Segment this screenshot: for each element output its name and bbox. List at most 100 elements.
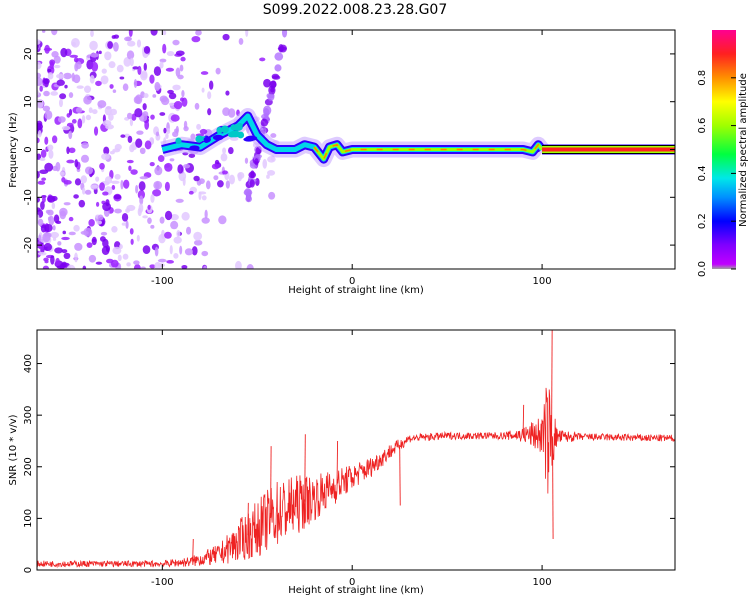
spectrogram-y-label: Frequency (Hz): [8, 112, 19, 188]
spectrogram-noise-blob: [172, 131, 179, 138]
spectrogram-noise-blob: [122, 83, 129, 91]
spectrogram-noise-blob: [37, 61, 42, 70]
spectrogram-noise-blob: [39, 85, 43, 92]
spectrogram-noise-blob: [68, 147, 76, 154]
spectrogram-noise-blob: [66, 146, 70, 155]
spectrogram-noise-blob: [49, 59, 56, 66]
spectrogram-noise-blob: [169, 102, 175, 106]
spectrogram-noise-blob: [83, 227, 93, 237]
spectrogram-noise-blob: [228, 174, 235, 185]
spectrogram-noise-blob: [139, 147, 146, 155]
spectrogram-noise-blob: [147, 217, 152, 224]
spectrogram-noise-blob: [51, 202, 56, 210]
spectrogram-noise-blob: [205, 180, 211, 190]
spectrogram-noise-blob: [86, 242, 93, 249]
spectrogram-noise-blob: [95, 176, 100, 182]
spectrogram-noise-blob: [165, 133, 169, 140]
spectrogram-noise-blob: [218, 215, 227, 225]
spectrogram-noise-blob: [56, 265, 66, 269]
colorbar-tick-label: 0.4: [697, 165, 708, 181]
spectrogram-noise-blob: [193, 239, 203, 246]
spectrogram-noise-blob: [110, 108, 118, 116]
spectrogram-noise-blob: [59, 93, 67, 100]
spectrogram-noise-blob: [37, 137, 40, 144]
spectrogram-noise-blob: [126, 112, 133, 120]
spectrogram-noise-blob: [133, 79, 138, 88]
spectrogram-noise-blob: [267, 170, 276, 176]
spectrogram-ytick-label: 20: [23, 48, 34, 61]
spectrogram-noise-blob: [42, 196, 46, 203]
spectrogram-noise-blob: [183, 125, 189, 132]
spectrogram-noise-blob: [270, 133, 277, 138]
spectrogram-noise-blob: [220, 153, 228, 162]
spectrogram-noise-blob: [139, 195, 144, 206]
spectrogram-noise-blob: [159, 61, 164, 69]
spectrogram-noise-blob: [50, 91, 59, 96]
spectrogram-noise-blob: [126, 262, 131, 267]
snr-ytick-label: 300: [23, 406, 34, 425]
spectrogram-noise-blob: [42, 105, 51, 112]
spectrogram-noise-blob: [107, 41, 113, 49]
spectrogram-noise-blob: [164, 181, 170, 192]
spectrogram-noise-blob: [100, 231, 108, 236]
spectrogram-noise-blob: [175, 50, 185, 56]
spectrogram-noise-blob: [126, 36, 131, 42]
spectrogram-noise-blob: [82, 265, 87, 269]
spectrogram-noise-blob: [101, 68, 107, 74]
spectrogram-noise-blob: [95, 201, 100, 207]
colorbar-label: Normalized spectral amplitude: [738, 73, 749, 227]
spectrogram-trace-blob: [203, 136, 211, 143]
spectrogram-noise-blob: [129, 57, 134, 67]
spectrogram-ytick-label: 0: [23, 146, 34, 152]
spectrogram-noise-blob: [198, 178, 205, 185]
spectrogram-noise-blob: [194, 102, 200, 110]
spectrogram-noise-blob: [120, 134, 126, 138]
spectrogram-noise-blob: [71, 72, 75, 82]
spectrogram-noise-blob: [84, 166, 94, 175]
spectrogram-noise-blob: [169, 245, 173, 255]
spectrogram-noise-blob: [170, 213, 179, 221]
spectrogram-trace-blob: [189, 145, 200, 151]
spectrogram-noise-blob: [177, 164, 184, 174]
spectrogram-noise-blob: [44, 162, 54, 172]
colorbar-tick-label: 0.6: [697, 118, 708, 134]
spectrogram-noise-blob: [123, 56, 132, 67]
spectrogram-trace: [160, 108, 675, 168]
spectrogram-noise: [37, 30, 288, 269]
spectrogram-noise-blob: [60, 47, 68, 58]
spectrogram-noise-blob: [78, 199, 86, 208]
spectrogram-noise-blob: [41, 177, 47, 181]
spectrogram-noise-blob: [149, 264, 156, 269]
spectrogram-noise-blob: [222, 147, 227, 154]
spectrogram-noise-blob: [179, 245, 183, 255]
spectrogram-branch-blob: [245, 195, 253, 203]
spectrogram-noise-blob: [130, 238, 134, 245]
spectrogram-noise-blob: [222, 170, 228, 175]
spectrogram-noise-blob: [164, 210, 173, 221]
spectrogram-noise-blob: [179, 64, 184, 72]
spectrogram-noise-blob: [122, 253, 129, 260]
spectrogram-noise-blob: [42, 265, 49, 269]
spectrogram-noise-blob: [154, 81, 161, 91]
spectrogram-noise-blob: [47, 209, 54, 216]
spectrogram-noise-blob: [111, 226, 118, 233]
spectrogram-noise-blob: [81, 114, 86, 124]
spectrogram-noise-blob: [52, 225, 56, 231]
spectrogram-noise-blob: [43, 257, 49, 262]
spectrogram-noise-blob: [207, 108, 212, 116]
spectrogram-noise-blob: [164, 162, 173, 172]
spectrogram-noise-blob: [267, 156, 276, 163]
spectrogram-noise-blob: [66, 159, 75, 164]
spectrogram-noise-blob: [114, 143, 122, 151]
spectrogram-noise-blob: [101, 153, 110, 160]
spectrogram-branch-blob: [274, 52, 284, 61]
spectrogram-noise-blob: [40, 201, 45, 210]
spectrogram-noise-blob: [39, 157, 46, 161]
spectrogram-noise-blob: [173, 253, 179, 259]
spectrogram-branch-blob: [254, 158, 259, 166]
spectrogram-noise-blob: [186, 226, 192, 235]
spectrogram-noise-blob: [155, 131, 160, 137]
spectrogram-noise-blob: [42, 78, 50, 85]
spectrogram-noise-blob: [193, 231, 203, 241]
